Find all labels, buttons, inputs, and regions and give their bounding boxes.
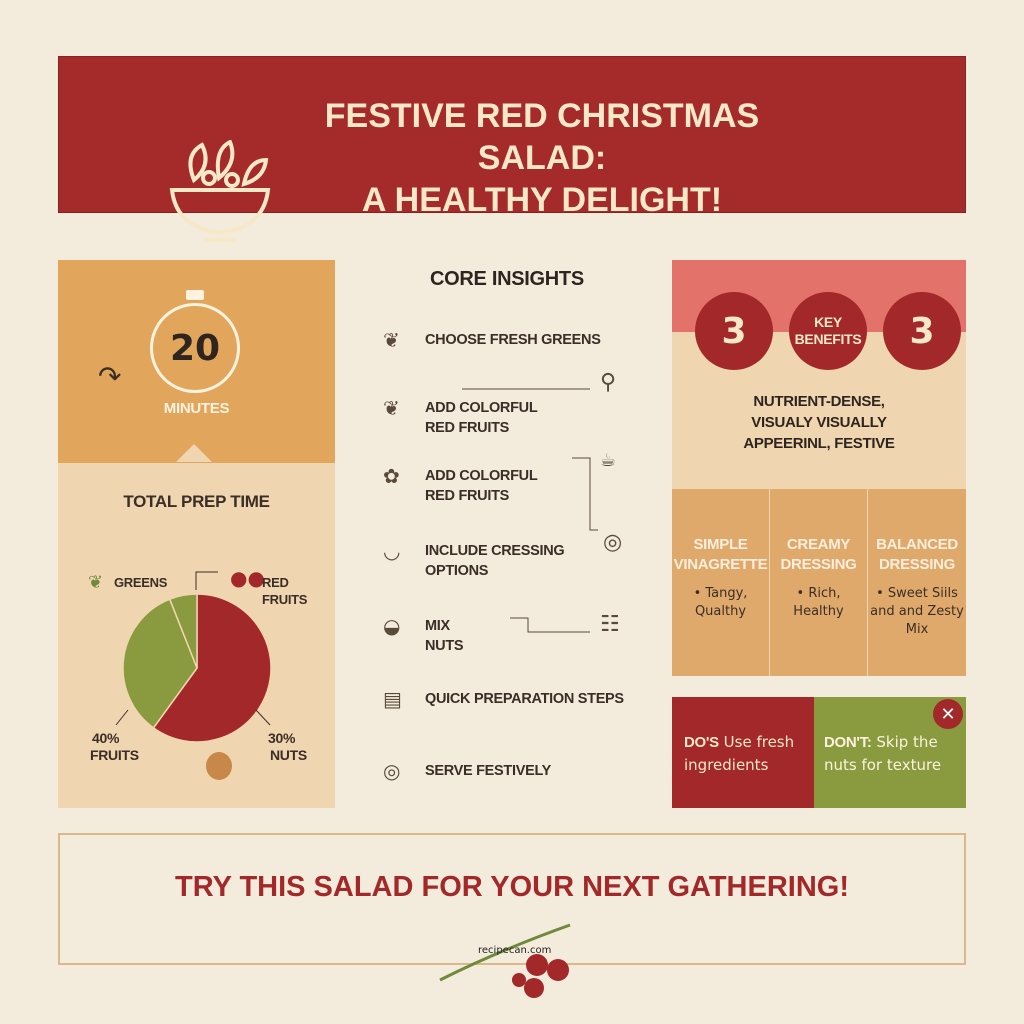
nuts-label: NUTS — [270, 747, 307, 763]
insight-item: MIX NUTS — [425, 616, 464, 656]
pie-chart — [115, 571, 272, 743]
core-insights-title: CORE INSIGHTS — [430, 268, 584, 290]
insight-item: QUICK PREPARATION STEPS — [425, 689, 624, 709]
minutes-value: 20 — [169, 327, 221, 369]
pie-slice — [152, 593, 272, 743]
leader-line — [195, 571, 218, 590]
dos-box: DO'S Use fresh ingredients — [672, 697, 814, 808]
rosemary-berries-icon — [439, 923, 571, 998]
insight-line: ADD COLORFUL — [425, 400, 538, 416]
dressing-title: VINAGRETTE — [673, 556, 768, 573]
mixing-bowl-icon: ◒ — [383, 614, 401, 638]
fruits-pct: 40% — [92, 730, 120, 746]
donts-label: DON'T: — [824, 734, 872, 751]
dressing-title: SIMPLE — [693, 536, 748, 553]
benefits-line: NUTRIENT-DENSE, — [753, 393, 885, 410]
insight-line: NUTS — [425, 638, 464, 654]
insight-item: INCLUDE CRESSING OPTIONS — [425, 541, 565, 581]
header-banner: FESTIVE RED CHRISTMAS SALAD: A HEALTHY DE… — [58, 56, 966, 242]
insight-line: RED FRUITS — [425, 488, 510, 504]
salad-bowl-icon — [169, 140, 271, 242]
pointer-notch — [176, 444, 212, 462]
insight-item: ADD COLORFUL RED FRUITS — [425, 466, 538, 506]
insight-line: CHOOSE FRESH GREENS — [425, 332, 601, 348]
cup-icon: ☕ — [600, 450, 617, 471]
checklist-icon: ☷ — [600, 612, 620, 637]
plate-icon: ◎ — [383, 759, 401, 783]
nuts-pct: 30% — [268, 730, 296, 746]
legend-red-fruits: RED FRUITS — [262, 575, 308, 607]
dos-text: Use fresh ingredients — [684, 733, 795, 774]
benefits-line: VISUALY VISUALLY — [751, 414, 887, 431]
timer-box: 20 ↷ MINUTES — [58, 260, 335, 463]
insight-line: RED FRUITS — [425, 420, 510, 436]
key-benefits-label: KEY BENEFITS — [789, 292, 867, 370]
insight-item: SERVE FESTIVELY — [425, 761, 551, 781]
shaker-icon: ⚲ — [600, 370, 617, 395]
pie-slice — [122, 598, 198, 729]
leaf-icon: ❦ — [383, 396, 400, 420]
stopwatch-icon: 20 — [150, 303, 240, 393]
close-x-icon: ✕ — [933, 699, 963, 729]
dressing-card: SIMPLE VINAGRETTE • Tangy, Qualthy — [672, 489, 769, 676]
leaf-icon: ❦ — [88, 572, 104, 593]
insight-line: INCLUDE CRESSING — [425, 543, 565, 559]
benefit-count-left: 3 — [695, 292, 773, 370]
plate-icon: ◎ — [603, 530, 623, 555]
title-line-1: FESTIVE RED CHRISTMAS SALAD: — [324, 97, 760, 177]
berries-icon: ✿ — [383, 464, 400, 488]
benefit-count-right: 3 — [883, 292, 961, 370]
dressing-card: BALANCED DRESSING • Sweet Siils and and Ze… — [868, 489, 966, 676]
clipboard-icon: ▤ — [383, 687, 402, 711]
insight-line: SERVE FESTIVELY — [425, 763, 552, 779]
minutes-label: MINUTES — [163, 400, 230, 417]
curved-arrow-icon: ↷ — [98, 360, 122, 393]
cta-text: TRY THIS SALAD FOR YOUR NEXT GATHERING! — [174, 871, 849, 903]
leaf-icon: ❦ — [383, 328, 400, 352]
title-line-2: A HEALTHY DELIGHT! — [361, 181, 723, 219]
insight-line: OPTIONS — [425, 563, 489, 579]
dressing-desc: • Rich, Healthy — [793, 586, 844, 619]
dressing-card: CREAMY DRESSING • Rich, Healthy — [770, 489, 867, 676]
fruits-label: FRUITS — [90, 747, 139, 763]
prep-time-panel: 20 ↷ MINUTES TOTAL PREP TIME ❦ GREENS ●●… — [58, 260, 335, 808]
legend-greens: GREENS — [114, 575, 168, 590]
insight-line: ADD COLORFUL — [425, 468, 538, 484]
donts-text: Skip the nuts for texture — [824, 733, 942, 774]
dressing-title: DRESSING — [780, 556, 857, 573]
site-watermark: recipecan.com — [478, 945, 552, 956]
insight-item: CHOOSE FRESH GREENS — [425, 330, 601, 350]
dressing-title: CREAMY — [786, 536, 851, 553]
bowl-icon: ◡ — [383, 539, 401, 563]
dressing-title: DRESSING — [879, 556, 955, 573]
dressing-desc: • Tangy, Qualthy — [693, 586, 748, 619]
walnut-icon — [206, 752, 232, 780]
leader-line — [255, 709, 271, 726]
stopwatch-button — [186, 290, 204, 300]
leader-line — [115, 709, 129, 726]
insight-line: MIX — [425, 618, 450, 634]
benefits-text: NUTRIENT-DENSE, VISUALY VISUALLY APPEERI… — [672, 391, 966, 454]
benefits-line: APPEERINL, FESTIVE — [743, 435, 895, 452]
dos-label: DO'S — [684, 734, 719, 751]
prep-title: TOTAL PREP TIME — [123, 492, 270, 511]
connector-lines — [462, 388, 598, 633]
cta-box: TRY THIS SALAD FOR YOUR NEXT GATHERING! — [58, 833, 966, 965]
key-benefits-panel: 3 KEY BENEFITS 3 NUTRIENT-DENSE, VISUALY… — [672, 260, 966, 676]
insight-item: ADD COLORFUL RED FRUITS — [425, 398, 538, 438]
berries-icon: ●● — [230, 566, 265, 590]
pie-slice — [168, 593, 198, 669]
dressing-title: BALANCED — [876, 536, 958, 553]
insight-line: QUICK PREPARATION STEPS — [425, 691, 624, 707]
dressing-desc: • Sweet Siils and and Zesty Mix — [870, 586, 964, 637]
